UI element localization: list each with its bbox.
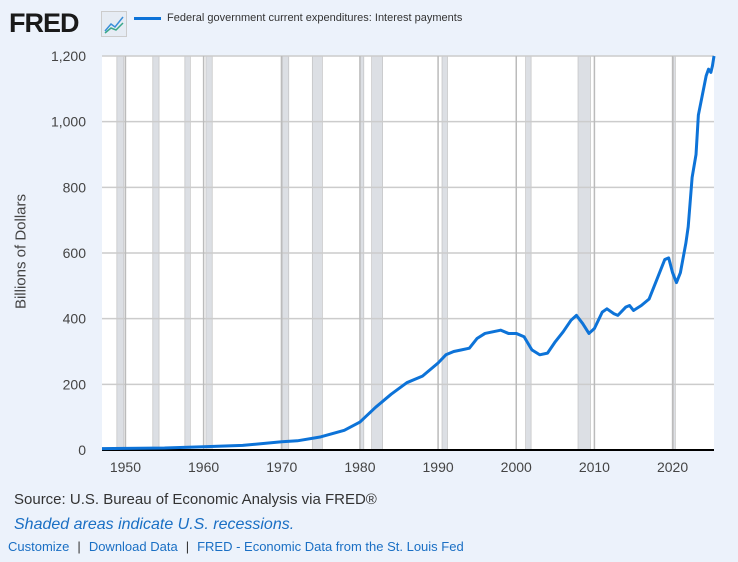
chart: 0 200 400 600 800 1,000 1,200 1950 1960 1970 1980 1… — [51, 48, 716, 475]
y-tick-label: 1,000 — [51, 114, 86, 130]
recession-note: Shaded areas indicate U.S. recessions. — [14, 516, 295, 533]
separator: | — [185, 539, 190, 554]
y-tick-label: 0 — [78, 442, 86, 458]
x-tick-label: 1960 — [188, 459, 219, 475]
legend-swatch — [134, 16, 161, 20]
separator: | — [77, 539, 81, 554]
series-line — [101, 55, 716, 451]
x-tick-label: 1990 — [423, 459, 454, 475]
fred-logo: FRED — [9, 8, 79, 38]
customize-link[interactable]: Customize — [8, 539, 70, 554]
legend: Federal government current expenditures:… — [134, 12, 462, 24]
y-tick-label: 600 — [63, 245, 87, 261]
x-tick-label: 1980 — [344, 459, 375, 475]
y-tick-label: 200 — [63, 376, 87, 392]
legend-label: Federal government current expenditures:… — [167, 12, 463, 24]
y-tick-label: 800 — [63, 179, 87, 195]
x-tick-label: 1950 — [110, 459, 141, 475]
footer-links: Customize | Download Data | FRED - Economic … — [8, 539, 464, 554]
line-chart-icon — [101, 11, 127, 37]
fred-home-link[interactable]: FRED - Economic Data from the St. Louis … — [197, 539, 464, 554]
x-tick-label: 2010 — [579, 459, 610, 475]
source-note: Source: U.S. Bureau of Economic Analysis… — [14, 491, 377, 508]
y-tick-label: 400 — [63, 311, 87, 327]
x-tick-label: 1970 — [266, 459, 297, 475]
x-tick-label: 2000 — [501, 459, 532, 475]
y-tick-label: 1,200 — [51, 48, 86, 64]
x-tick-label: 2020 — [657, 459, 688, 475]
download-data-link[interactable]: Download Data — [88, 539, 178, 554]
